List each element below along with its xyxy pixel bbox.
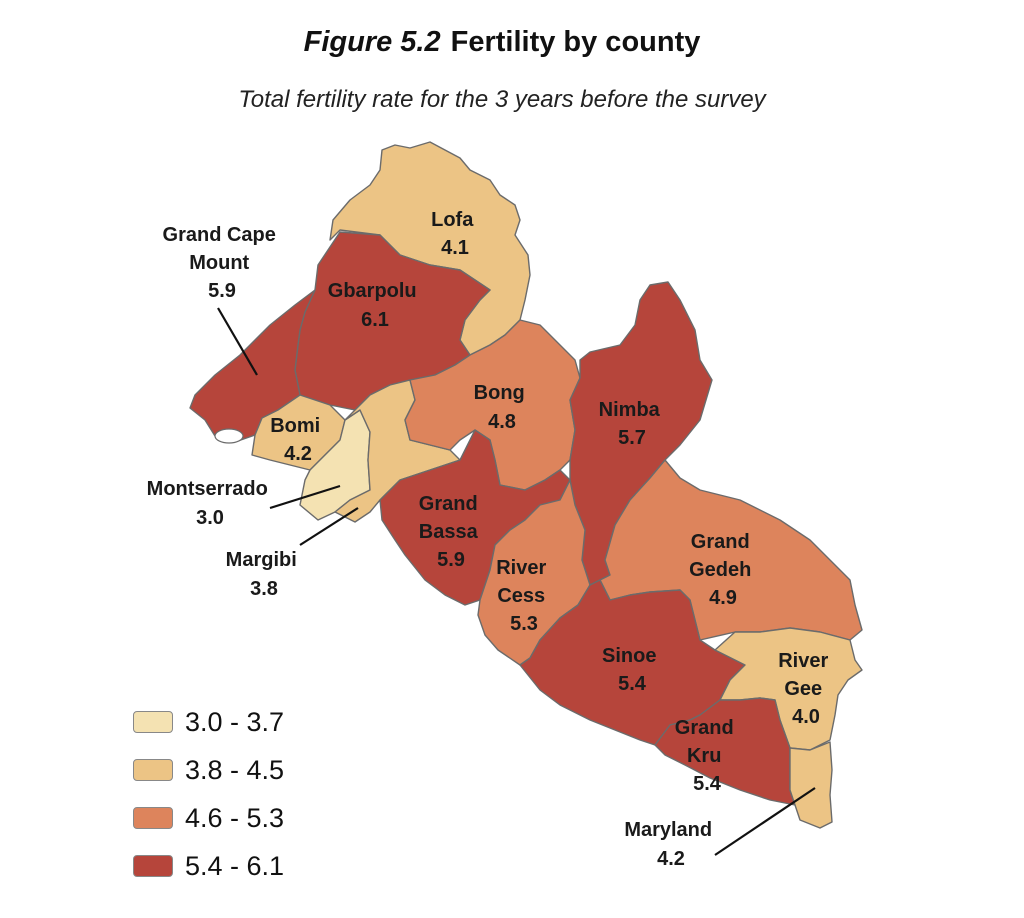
label-bomi-value: 4.2 <box>284 443 312 465</box>
label-grand-bassa: Grand Bassa 5.9 <box>419 493 484 571</box>
label-grand-kru-name1: Grand <box>675 717 734 739</box>
legend-item: 5.4 - 6.1 <box>133 842 284 890</box>
county-maryland[interactable] <box>789 741 833 829</box>
legend-swatch-3 <box>133 807 173 829</box>
label-river-cess-name1: River <box>496 557 546 579</box>
legend-item: 3.8 - 4.5 <box>133 746 284 794</box>
label-lofa: Lofa 4.1 <box>431 209 479 259</box>
leader-margibi <box>299 507 359 546</box>
label-gbarpolu-value: 6.1 <box>361 309 389 331</box>
label-grand-kru-value: 5.4 <box>693 773 722 795</box>
label-grand-bassa-value: 5.9 <box>437 549 465 571</box>
label-sinoe-value: 5.4 <box>618 673 647 695</box>
label-river-cess-value: 5.3 <box>510 613 538 635</box>
legend-label-3: 4.6 - 5.3 <box>185 802 285 833</box>
label-maryland-name: Maryland <box>624 819 712 841</box>
label-grand-gedeh: Grand Gedeh 4.9 <box>689 531 757 609</box>
legend-label-4: 5.4 - 6.1 <box>185 850 285 881</box>
label-sinoe: Sinoe 5.4 <box>602 645 662 695</box>
legend-swatch-1 <box>133 711 173 733</box>
label-grand-kru: Grand Kru 5.4 <box>675 717 739 795</box>
label-grand-kru-name2: Kru <box>687 745 721 767</box>
leader-maryland <box>714 787 816 856</box>
label-montserrado-name: Montserrado <box>147 478 268 500</box>
legend-item: 4.6 - 5.3 <box>133 794 284 842</box>
leader-montserrado <box>269 484 341 510</box>
label-bong: Bong 4.8 <box>474 382 531 433</box>
leader-grand-cape-mount <box>217 307 258 376</box>
label-grand-bassa-name1: Grand <box>419 493 478 515</box>
legend: 3.0 - 3.7 3.8 - 4.5 4.6 - 5.3 5.4 - 6.1 <box>133 698 284 890</box>
label-grand-bassa-name2: Bassa <box>419 521 479 543</box>
figure-number: Figure 5.2 <box>303 26 441 58</box>
label-lofa-name: Lofa <box>431 209 474 231</box>
label-bong-name: Bong <box>474 382 525 404</box>
label-river-gee-name2: Gee <box>784 678 822 700</box>
label-bomi-name: Bomi <box>270 415 320 437</box>
legend-item: 3.0 - 3.7 <box>133 698 284 746</box>
label-gcm-name2: Mount <box>189 252 249 274</box>
label-river-cess: River Cess 5.3 <box>496 557 552 635</box>
map-subtitle: Total fertility rate for the 3 years bef… <box>238 86 766 113</box>
legend-label-2: 3.8 - 4.5 <box>185 754 285 785</box>
label-montserrado: Montserrado 3.0 <box>147 478 274 529</box>
lagoon-shape <box>214 428 244 444</box>
label-grand-cape-mount: Grand Cape Mount 5.9 <box>163 224 282 302</box>
map-title: Figure 5.2 Fertility by county <box>0 26 1004 59</box>
label-river-gee-name1: River <box>778 650 828 672</box>
label-montserrado-value: 3.0 <box>196 507 224 529</box>
label-gbarpolu-name: Gbarpolu <box>328 280 417 302</box>
figure-title: Fertility by county <box>450 26 701 58</box>
label-gbarpolu: Gbarpolu 6.1 <box>328 280 422 331</box>
label-gcm-name1: Grand Cape <box>163 224 276 246</box>
label-river-cess-name2: Cess <box>497 585 545 607</box>
legend-swatch-2 <box>133 759 173 781</box>
label-lofa-value: 4.1 <box>441 237 469 259</box>
label-maryland: Maryland 4.2 <box>624 819 717 870</box>
label-grand-gedeh-value: 4.9 <box>709 587 737 609</box>
legend-swatch-4 <box>133 855 173 877</box>
label-sinoe-name: Sinoe <box>602 645 656 667</box>
label-gcm-value: 5.9 <box>208 280 236 302</box>
label-margibi-value: 3.8 <box>250 578 278 600</box>
label-nimba-name: Nimba <box>599 399 661 421</box>
label-river-gee-value: 4.0 <box>792 706 820 728</box>
legend-label-1: 3.0 - 3.7 <box>185 706 285 737</box>
label-nimba-value: 5.7 <box>618 427 646 449</box>
label-nimba: Nimba 5.7 <box>599 399 666 449</box>
county-bong[interactable] <box>404 319 581 491</box>
label-river-gee: River Gee 4.0 <box>778 650 834 728</box>
label-margibi-name: Margibi <box>226 549 297 571</box>
label-grand-gedeh-name2: Gedeh <box>689 559 751 581</box>
label-margibi: Margibi 3.8 <box>226 549 303 600</box>
label-bomi: Bomi 4.2 <box>270 415 326 465</box>
label-maryland-value: 4.2 <box>657 848 685 870</box>
label-bong-value: 4.8 <box>488 411 516 433</box>
label-grand-gedeh-name1: Grand <box>691 531 750 553</box>
